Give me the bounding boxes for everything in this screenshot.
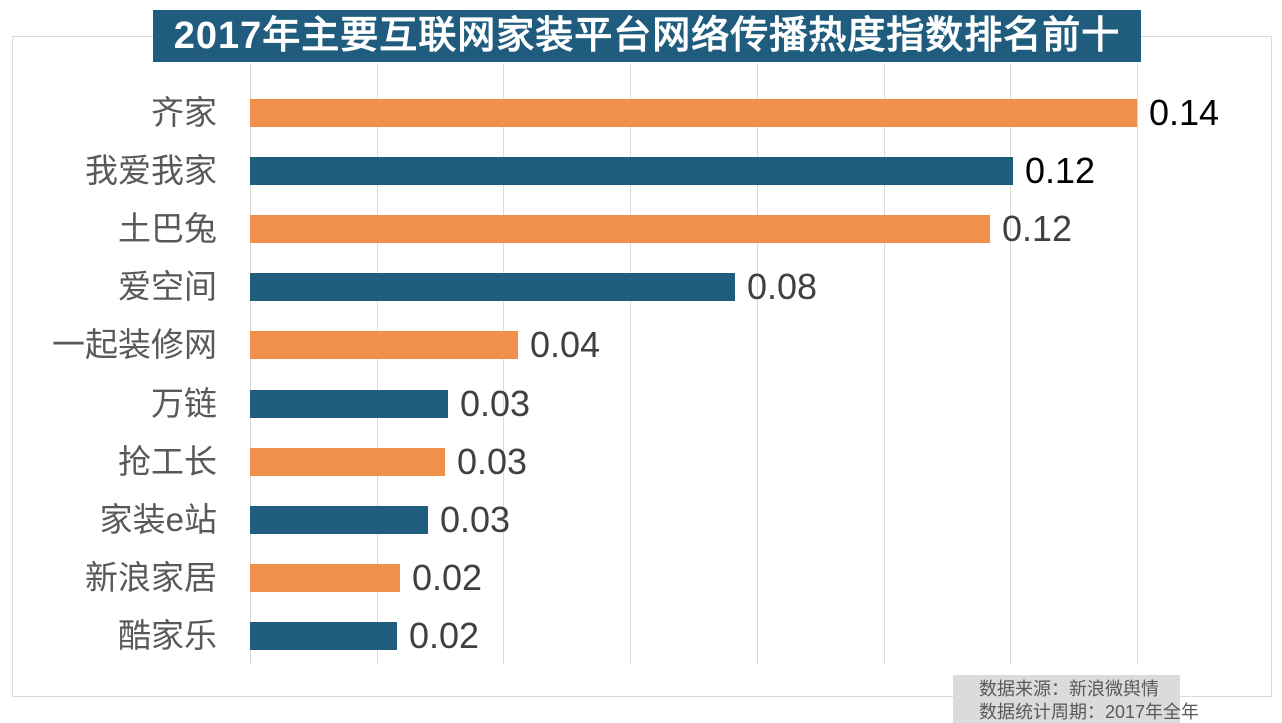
bar: [250, 564, 400, 592]
value-label: 0.14: [1149, 92, 1220, 133]
bar: [250, 390, 448, 418]
chart-title: 2017年主要互联网家装平台网络传播热度指数排名前十: [173, 15, 1121, 57]
category-label: 爱空间: [118, 268, 217, 305]
chart-row: 万链 0.03: [0, 375, 1282, 433]
source-note-line2: 数据统计周期：2017年全年: [979, 702, 1200, 722]
bar: [250, 273, 735, 301]
category-label: 一起装修网: [52, 326, 217, 363]
value-label: 0.02: [409, 615, 480, 656]
gridline: [884, 64, 885, 664]
value-label: 0.04: [530, 324, 601, 365]
value-label: 0.02: [412, 557, 483, 598]
chart-row: 酷家乐 0.02: [0, 607, 1282, 665]
chart-row: 家装e站 0.03: [0, 491, 1282, 549]
category-label: 土巴兔: [118, 210, 217, 247]
source-note-line1: 数据来源：新浪微舆情: [979, 679, 1159, 699]
gridline: [250, 64, 251, 664]
chart-row: 爱空间 0.08: [0, 258, 1282, 316]
gridline: [630, 64, 631, 664]
bar: [250, 448, 445, 476]
category-label: 家装e站: [99, 501, 217, 538]
value-label: 0.03: [457, 441, 528, 482]
category-label: 抢工长: [118, 443, 217, 480]
chart-row: 抢工长 0.03: [0, 433, 1282, 491]
bar: [250, 331, 518, 359]
gridline: [377, 64, 378, 664]
gridline: [757, 64, 758, 664]
chart-row: 齐家 0.14: [0, 84, 1282, 142]
bar: [250, 99, 1137, 127]
bar: [250, 215, 990, 243]
bar: [250, 157, 1013, 185]
gridline: [503, 64, 504, 664]
category-label: 新浪家居: [85, 559, 217, 596]
source-note: 数据来源：新浪微舆情 数据统计周期：2017年全年: [953, 675, 1200, 723]
chart-title-banner: 2017年主要互联网家装平台网络传播热度指数排名前十: [153, 10, 1141, 62]
chart-row: 我爱我家 0.12: [0, 142, 1282, 200]
chart-row: 一起装修网 0.04: [0, 316, 1282, 374]
category-label: 酷家乐: [118, 617, 217, 654]
bar: [250, 506, 428, 534]
value-label: 0.03: [440, 499, 511, 540]
gridline: [1137, 64, 1138, 664]
category-label: 万链: [151, 385, 217, 422]
chart-row: 新浪家居 0.02: [0, 549, 1282, 607]
gridline: [1010, 64, 1011, 664]
bar: [250, 622, 397, 650]
category-label: 齐家: [151, 94, 217, 131]
value-label: 0.03: [460, 383, 531, 424]
value-label: 0.12: [1002, 208, 1073, 249]
category-label: 我爱我家: [85, 152, 217, 189]
chart-row: 土巴兔 0.12: [0, 200, 1282, 258]
value-label: 0.08: [747, 266, 818, 307]
value-label: 0.12: [1025, 150, 1096, 191]
